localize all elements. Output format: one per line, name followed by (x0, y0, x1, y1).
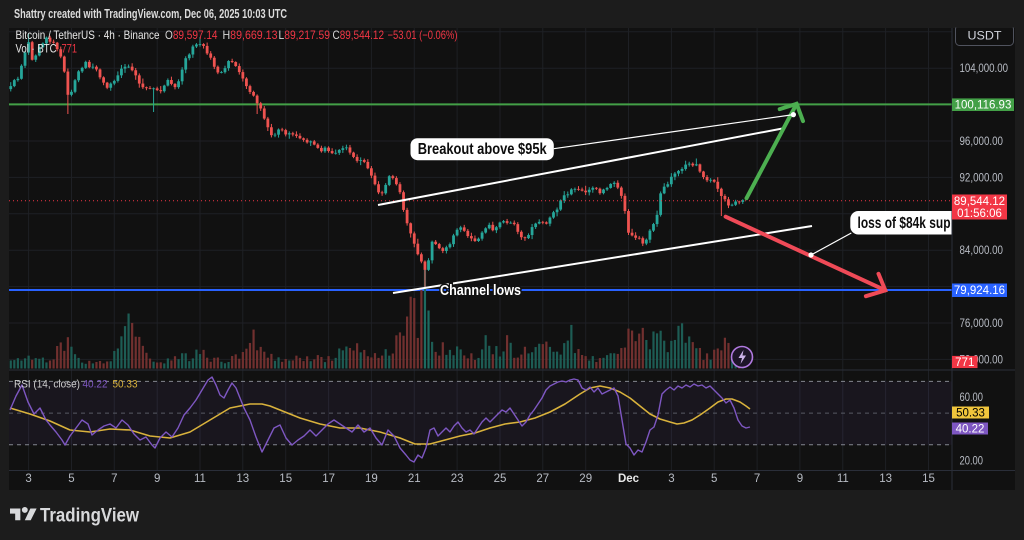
svg-text:O89,597.14: O89,597.14 (165, 28, 218, 42)
svg-text:9: 9 (154, 473, 160, 485)
svg-text:7: 7 (111, 473, 117, 485)
svg-text:40.22: 40.22 (956, 424, 985, 436)
svg-text:27: 27 (536, 473, 549, 485)
svg-text:15: 15 (922, 473, 935, 485)
svg-text:50.33: 50.33 (113, 379, 138, 391)
svg-text:11: 11 (837, 473, 849, 485)
svg-text:9: 9 (797, 473, 803, 485)
svg-text:771: 771 (62, 41, 78, 55)
svg-text:84,000.00: 84,000.00 (960, 245, 1004, 257)
svg-text:11: 11 (194, 473, 206, 485)
svg-text:79,924.16: 79,924.16 (954, 285, 1005, 297)
svg-text:C89,544.12: C89,544.12 (333, 28, 385, 42)
svg-text:17: 17 (322, 473, 335, 485)
svg-text:29: 29 (579, 473, 592, 485)
svg-text:20.00: 20.00 (960, 456, 984, 468)
svg-text:5: 5 (711, 473, 717, 485)
svg-text:TradingView: TradingView (40, 506, 139, 527)
svg-text:40.22: 40.22 (83, 379, 108, 391)
svg-text:15: 15 (279, 473, 292, 485)
svg-text:104,000.00: 104,000.00 (960, 63, 1009, 75)
svg-text:Dec: Dec (618, 473, 640, 485)
svg-text:19: 19 (365, 473, 378, 485)
svg-text:Bitcoin / TetherUS · 4h · Bina: Bitcoin / TetherUS · 4h · Binance (16, 28, 160, 42)
svg-text:100,116.93: 100,116.93 (955, 100, 1012, 112)
svg-text:96,000.00: 96,000.00 (960, 136, 1004, 148)
svg-text:13: 13 (879, 473, 892, 485)
svg-text:13: 13 (236, 473, 249, 485)
svg-text:7: 7 (754, 473, 760, 485)
svg-text:3: 3 (25, 473, 31, 485)
svg-text:H89,669.13: H89,669.13 (223, 28, 278, 42)
svg-text:RSI (14, close): RSI (14, close) (14, 379, 80, 391)
svg-text:Breakout above $95k: Breakout above $95k (418, 141, 547, 158)
svg-text:5: 5 (68, 473, 74, 485)
svg-text:L89,217.59: L89,217.59 (279, 28, 331, 42)
svg-text:01:56:06: 01:56:06 (957, 208, 1002, 220)
svg-text:loss of $84k sup: loss of $84k sup (858, 215, 951, 232)
svg-text:USDT: USDT (968, 29, 1003, 43)
svg-text:Vol · BTC: Vol · BTC (16, 41, 57, 55)
svg-text:60.00: 60.00 (960, 392, 984, 404)
svg-text:89,544.12: 89,544.12 (954, 196, 1005, 208)
svg-text:Shattry created with TradingVi: Shattry created with TradingView.com, De… (14, 6, 287, 21)
svg-text:23: 23 (451, 473, 464, 485)
svg-text:76,000.00: 76,000.00 (960, 318, 1004, 330)
svg-text:25: 25 (494, 473, 507, 485)
svg-text:771: 771 (955, 357, 974, 369)
svg-text:21: 21 (408, 473, 421, 485)
svg-text:92,000.00: 92,000.00 (960, 172, 1004, 184)
svg-text:−53.01 (−0.06%): −53.01 (−0.06%) (388, 28, 458, 42)
svg-text:Channel lows: Channel lows (440, 283, 521, 299)
svg-text:3: 3 (668, 473, 674, 485)
svg-text:50.33: 50.33 (956, 408, 985, 420)
